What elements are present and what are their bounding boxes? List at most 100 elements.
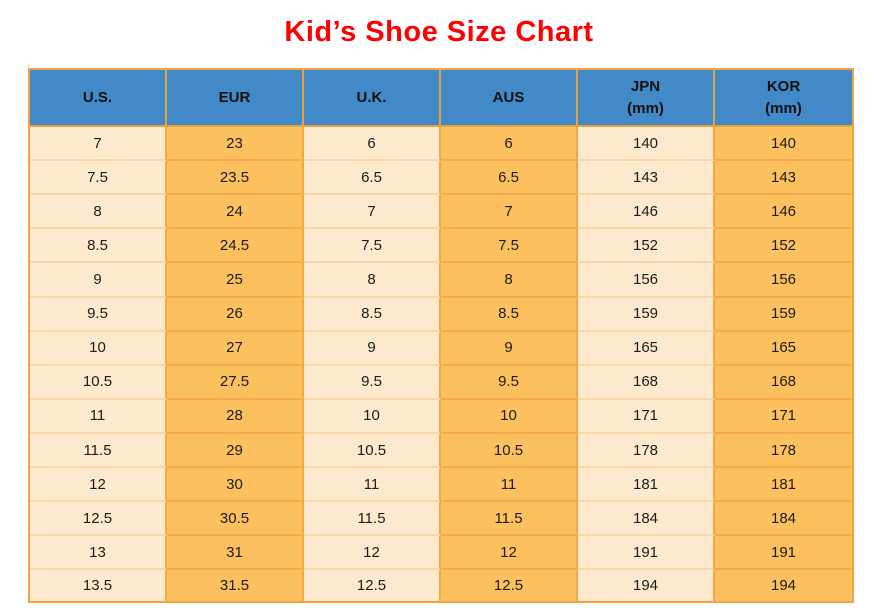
table-cell: 29 <box>167 433 304 469</box>
table-cell: 23.5 <box>167 161 304 196</box>
table-cell: 143 <box>578 161 715 196</box>
table-cell: 156 <box>715 263 852 298</box>
table-row: 12.5 30.5 11.5 11.5 184 184 <box>30 502 852 537</box>
column-header-unit: (mm) <box>765 99 802 117</box>
table-cell: 181 <box>578 468 715 503</box>
table-cell: 26 <box>167 297 304 332</box>
table-cell: 6 <box>304 127 441 162</box>
table-cell: 12 <box>441 536 578 571</box>
table-header: U.S. EUR U.K. AUS JPN (mm) KOR (mm) <box>30 70 852 127</box>
column-header-aus: AUS <box>441 70 578 127</box>
column-header-us: U.S. <box>30 70 167 127</box>
table-cell: 165 <box>578 331 715 366</box>
table-cell: 11 <box>304 468 441 503</box>
column-header-eur: EUR <box>167 70 304 127</box>
table-body: 7 23 6 6 140 140 7.5 23.5 6.5 6.5 143 143 8 24 7 7 146 14… <box>30 127 852 601</box>
table-cell: 12.5 <box>304 570 441 601</box>
table-cell: 11.5 <box>30 433 167 469</box>
table-cell: 25 <box>167 263 304 298</box>
table-cell: 8.5 <box>30 229 167 264</box>
table-cell: 194 <box>578 570 715 601</box>
table-cell: 11.5 <box>304 502 441 537</box>
column-header-jpn: JPN (mm) <box>578 70 715 127</box>
table-cell: 10.5 <box>441 433 578 469</box>
table-cell: 11.5 <box>441 502 578 537</box>
table-cell: 156 <box>578 263 715 298</box>
column-header-label: AUS <box>492 88 525 106</box>
table-cell: 27.5 <box>167 365 304 400</box>
table-cell: 152 <box>578 229 715 264</box>
table-cell: 184 <box>715 502 852 537</box>
table-cell: 10 <box>304 399 441 434</box>
table-row: 10.5 27.5 9.5 9.5 168 168 <box>30 365 852 400</box>
table-cell: 24.5 <box>167 229 304 264</box>
table-cell: 10 <box>441 399 578 434</box>
table-cell: 152 <box>715 229 852 264</box>
table-cell: 11 <box>30 399 167 434</box>
table-cell: 6.5 <box>304 161 441 196</box>
table-cell: 13 <box>30 536 167 571</box>
table-row: 9.5 26 8.5 8.5 159 159 <box>30 297 852 332</box>
table-cell: 12 <box>304 536 441 571</box>
table-cell: 194 <box>715 570 852 601</box>
table-cell: 9 <box>441 331 578 366</box>
table-cell: 159 <box>578 297 715 332</box>
table-cell: 24 <box>167 195 304 230</box>
column-header-label: EUR <box>218 88 251 106</box>
table-cell: 7 <box>304 195 441 230</box>
table-row: 10 27 9 9 165 165 <box>30 331 852 366</box>
table-cell: 7 <box>30 127 167 162</box>
table-cell: 10.5 <box>30 365 167 400</box>
table-cell: 184 <box>578 502 715 537</box>
column-header-kor: KOR (mm) <box>715 70 852 127</box>
table-cell: 168 <box>578 365 715 400</box>
table-cell: 12 <box>30 468 167 503</box>
table-row: 12 30 11 11 181 181 <box>30 468 852 503</box>
table-cell: 140 <box>578 127 715 162</box>
table-cell: 140 <box>715 127 852 162</box>
table-cell: 159 <box>715 297 852 332</box>
table-cell: 9.5 <box>30 297 167 332</box>
table-row: 7 23 6 6 140 140 <box>30 127 852 162</box>
table-cell: 181 <box>715 468 852 503</box>
table-cell: 9 <box>30 263 167 298</box>
table-cell: 7 <box>441 195 578 230</box>
table-cell: 8.5 <box>441 297 578 332</box>
table-row: 11 28 10 10 171 171 <box>30 399 852 434</box>
shoe-size-table: U.S. EUR U.K. AUS JPN (mm) KOR (mm) 7 <box>28 68 854 603</box>
table-cell: 146 <box>578 195 715 230</box>
table-row: 13 31 12 12 191 191 <box>30 536 852 571</box>
column-header-label: KOR <box>766 77 801 95</box>
table-cell: 178 <box>578 433 715 469</box>
table-cell: 171 <box>578 399 715 434</box>
table-cell: 9.5 <box>441 365 578 400</box>
table-cell: 9 <box>304 331 441 366</box>
column-header-label: U.S. <box>82 88 113 106</box>
table-cell: 28 <box>167 399 304 434</box>
header-row: U.S. EUR U.K. AUS JPN (mm) KOR (mm) <box>30 70 852 127</box>
table-cell: 171 <box>715 399 852 434</box>
table-row: 7.5 23.5 6.5 6.5 143 143 <box>30 161 852 196</box>
table-cell: 191 <box>578 536 715 571</box>
table-cell: 168 <box>715 365 852 400</box>
table-cell: 178 <box>715 433 852 469</box>
table-cell: 8 <box>441 263 578 298</box>
table-cell: 191 <box>715 536 852 571</box>
table-cell: 165 <box>715 331 852 366</box>
column-header-unit: (mm) <box>627 99 664 117</box>
table-cell: 10 <box>30 331 167 366</box>
table-cell: 30 <box>167 468 304 503</box>
table-cell: 31 <box>167 536 304 571</box>
table-row: 13.5 31.5 12.5 12.5 194 194 <box>30 570 852 601</box>
page-title: Kid’s Shoe Size Chart <box>284 16 594 48</box>
table-cell: 6 <box>441 127 578 162</box>
table-row: 8 24 7 7 146 146 <box>30 195 852 230</box>
table-cell: 10.5 <box>304 433 441 469</box>
table-cell: 6.5 <box>441 161 578 196</box>
column-header-uk: U.K. <box>304 70 441 127</box>
table-cell: 146 <box>715 195 852 230</box>
table-cell: 7.5 <box>30 161 167 196</box>
table-cell: 27 <box>167 331 304 366</box>
table-cell: 31.5 <box>167 570 304 601</box>
column-header-label: U.K. <box>356 88 387 106</box>
